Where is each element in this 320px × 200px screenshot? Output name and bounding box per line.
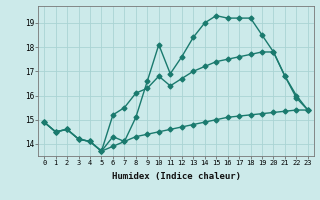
X-axis label: Humidex (Indice chaleur): Humidex (Indice chaleur): [111, 172, 241, 181]
